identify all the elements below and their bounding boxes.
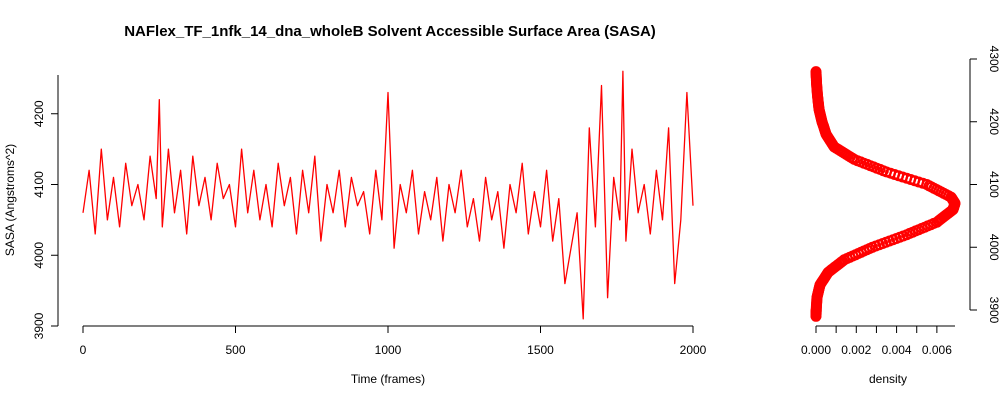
density-y-tick-label: 4000 — [987, 234, 1000, 261]
density-point — [810, 66, 822, 78]
x-tick-label: 500 — [225, 343, 245, 357]
chart-title: NAFlex_TF_1nfk_14_dna_wholeB Solvent Acc… — [124, 23, 656, 40]
density-x-axis-title: density — [869, 372, 907, 386]
y-tick-label: 4000 — [32, 242, 46, 269]
sasa-series — [82, 70, 694, 320]
y-tick-label: 3900 — [32, 312, 46, 339]
y-axis-ticks: 3900 4000 4100 4200 — [32, 100, 58, 339]
x-tick-label: 2000 — [680, 343, 707, 357]
density-x-tick-label: 0.004 — [882, 343, 912, 357]
density-x-axis-ticks: 0.000 0.002 0.004 0.006 — [801, 326, 952, 357]
y-tick-label: 4200 — [32, 100, 46, 127]
x-tick-label: 0 — [80, 343, 87, 357]
density-x-tick-label: 0.006 — [922, 343, 952, 357]
y-tick-label: 4100 — [32, 171, 46, 198]
x-axis-title: Time (frames) — [351, 372, 425, 386]
density-y-tick-label: 4200 — [987, 108, 1000, 135]
density-y-tick-label: 3900 — [987, 297, 1000, 324]
density-y-tick-label: 4100 — [987, 171, 1000, 198]
density-y-axis-ticks: 3900 4000 4100 4200 4300 — [970, 46, 1000, 324]
density-x-tick-label: 0.002 — [841, 343, 871, 357]
y-axis-title: SASA (Angstroms^2) — [3, 144, 17, 256]
x-axis-ticks: 0 500 1000 1500 2000 — [80, 326, 707, 357]
density-y-tick-label: 4300 — [987, 46, 1000, 73]
x-tick-label: 1000 — [375, 343, 402, 357]
density-x-tick-label: 0.000 — [801, 343, 831, 357]
density-series — [810, 66, 961, 322]
sasa-line — [82, 70, 694, 320]
x-tick-label: 1500 — [527, 343, 554, 357]
